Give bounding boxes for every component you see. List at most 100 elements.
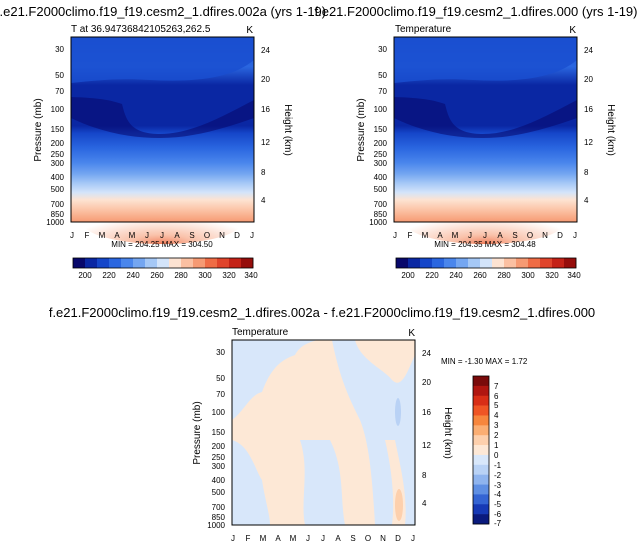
y-tick: 250 xyxy=(374,150,388,159)
colorbar-tick: 340 xyxy=(244,271,258,280)
colorbar-tick: 0 xyxy=(494,451,499,460)
colorbar-swatch xyxy=(408,258,421,268)
y-tick: 150 xyxy=(374,125,388,134)
y-tick: 850 xyxy=(212,513,226,522)
colorbar-tick: 3 xyxy=(494,421,499,430)
colorbar: 7 6 5 4 3 2 1 0 -1 -2 -3 -4 -5 -6 -7 xyxy=(472,375,502,528)
y2-tick: 4 xyxy=(584,196,589,205)
panel-top-right: f.e21.F2000climo.f19_f19.cesm2_1.dfires.… xyxy=(314,4,637,280)
x-axis: J F M A M J J A S O N D J xyxy=(393,231,577,240)
y-tick: 1000 xyxy=(369,218,387,227)
colorbar-swatch xyxy=(473,385,489,397)
colorbar-swatch xyxy=(473,464,489,475)
y-tick: 50 xyxy=(378,71,387,80)
x-tick: J xyxy=(468,231,472,240)
y2-tick: 20 xyxy=(261,75,270,84)
panel-title: f.e21.F2000climo.f19_f19.cesm2_1.dfires.… xyxy=(314,4,637,19)
x-tick: J xyxy=(321,534,325,543)
colorbar-swatch xyxy=(109,258,122,268)
x-tick: N xyxy=(542,231,548,240)
y-tick: 700 xyxy=(374,200,388,209)
plot-subtitle-right: K xyxy=(408,328,415,339)
x-tick: J xyxy=(70,231,74,240)
colorbar-tick: -6 xyxy=(494,510,502,519)
colorbar-swatches xyxy=(73,258,254,268)
y-tick: 150 xyxy=(51,125,65,134)
y-tick: 400 xyxy=(212,476,226,485)
colorbar-tick: 7 xyxy=(494,382,499,391)
y2-tick: 4 xyxy=(422,499,427,508)
plot-subtitle-right: K xyxy=(246,25,253,36)
y-tick: 200 xyxy=(212,442,226,451)
colorbar-tick: 340 xyxy=(567,271,581,280)
x-tick: S xyxy=(189,231,194,240)
min-max-label: MIN = 204.35 MAX = 304.48 xyxy=(434,240,536,249)
x-tick: J xyxy=(393,231,397,240)
y2-tick: 20 xyxy=(584,75,593,84)
x-tick: O xyxy=(365,534,371,543)
colorbar-tick: -2 xyxy=(494,471,502,480)
y2-tick: 4 xyxy=(261,196,266,205)
x-tick: J xyxy=(145,231,149,240)
y-tick: 300 xyxy=(51,159,65,168)
colorbar: 200 220 240 260 280 300 320 340 xyxy=(72,257,258,280)
x-tick: O xyxy=(527,231,533,240)
colorbar-swatch xyxy=(473,376,489,387)
colorbar: 200 220 240 260 280 300 320 340 xyxy=(395,257,581,280)
y-tick: 100 xyxy=(374,105,388,114)
colorbar-swatch xyxy=(169,258,182,268)
colorbar-tick: 300 xyxy=(521,271,535,280)
min-max-label: MIN = -1.30 MAX = 1.72 xyxy=(441,357,528,366)
y-tick: 1000 xyxy=(46,218,64,227)
plot-subtitle-left: Temperature xyxy=(395,24,452,35)
y-tick: 150 xyxy=(212,428,226,437)
x-tick: M xyxy=(290,534,297,543)
x-tick: J xyxy=(573,231,577,240)
colorbar-swatch xyxy=(473,474,489,485)
x-tick: D xyxy=(395,534,401,543)
colorbar-tick: 220 xyxy=(102,271,116,280)
y2-tick: 20 xyxy=(422,378,431,387)
y-axis-left: 30 50 70 100 150 200 250 300 400 500 700… xyxy=(207,348,225,530)
panel-top-left: f.e21.F2000climo.f19_f19.cesm2_1.dfires.… xyxy=(0,4,326,280)
x-tick: A xyxy=(174,231,180,240)
x-tick: J xyxy=(411,534,415,543)
plot-area xyxy=(393,36,578,244)
colorbar-swatches xyxy=(473,376,489,525)
colorbar-tick: 5 xyxy=(494,401,499,410)
colorbar-tick: -3 xyxy=(494,481,502,490)
colorbar-tick: -5 xyxy=(494,500,502,509)
colorbar-swatch xyxy=(456,258,469,268)
x-tick: N xyxy=(219,231,225,240)
colorbar-swatch xyxy=(181,258,194,268)
colorbar-swatch xyxy=(480,258,493,268)
colorbar-swatch xyxy=(193,258,206,268)
y2-tick: 16 xyxy=(422,408,431,417)
y-axis-label: Pressure (mb) xyxy=(33,98,44,161)
y-tick: 250 xyxy=(212,453,226,462)
x-tick: A xyxy=(335,534,341,543)
y-tick: 250 xyxy=(51,150,65,159)
y-tick: 850 xyxy=(51,210,65,219)
x-tick: F xyxy=(408,231,413,240)
y-axis-left: 30 50 70 100 150 200 250 300 400 500 700… xyxy=(46,45,64,227)
x-tick: N xyxy=(380,534,386,543)
y-tick: 100 xyxy=(212,408,226,417)
y-tick: 30 xyxy=(55,45,64,54)
y-tick: 400 xyxy=(51,173,65,182)
y-tick: 700 xyxy=(212,503,226,512)
colorbar-swatch xyxy=(229,258,242,268)
y-tick: 300 xyxy=(374,159,388,168)
colorbar-tick: 4 xyxy=(494,411,499,420)
colorbar-swatch xyxy=(97,258,110,268)
colorbar-tick: 200 xyxy=(401,271,415,280)
colorbar-tick: -4 xyxy=(494,490,502,499)
panel-bottom: f.e21.F2000climo.f19_f19.cesm2_1.dfires.… xyxy=(49,305,595,543)
colorbar-swatch xyxy=(528,258,541,268)
colorbar-tick: 240 xyxy=(126,271,140,280)
y-axis-label: Pressure (mb) xyxy=(192,401,203,464)
colorbar-swatch xyxy=(540,258,553,268)
x-tick: F xyxy=(246,534,251,543)
x-tick: O xyxy=(204,231,210,240)
